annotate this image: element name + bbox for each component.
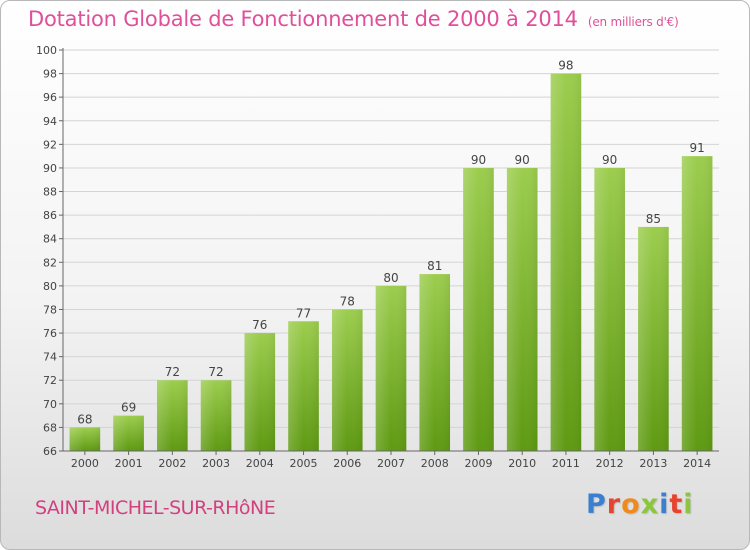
- x-tick-label-2010: 2010: [508, 457, 536, 470]
- logo-letter: r: [606, 489, 622, 520]
- y-tick-label: 78: [43, 303, 57, 316]
- data-label-2000: 68: [77, 412, 92, 426]
- data-label-2014: 91: [689, 141, 704, 155]
- chart-title-text: Dotation Globale de Fonctionnement de 20…: [28, 7, 578, 31]
- x-tick-label-2003: 2003: [202, 457, 230, 470]
- logo-letter: x: [640, 489, 660, 520]
- x-tick-label-2001: 2001: [115, 457, 143, 470]
- chart-title: Dotation Globale de Fonctionnement de 20…: [28, 7, 679, 31]
- y-tick-label: 72: [43, 374, 57, 387]
- y-tick-label: 68: [43, 421, 57, 434]
- logo-letter: P: [586, 489, 607, 520]
- data-label-2013: 85: [646, 212, 661, 226]
- data-label-2012: 90: [602, 153, 617, 167]
- y-tick-label: 96: [43, 91, 57, 104]
- data-label-2001: 69: [121, 401, 136, 415]
- x-tick-label-2000: 2000: [71, 457, 99, 470]
- logo-letter: o: [621, 489, 641, 520]
- y-tick-label: 92: [43, 138, 57, 151]
- y-tick-label: 76: [43, 327, 57, 340]
- y-tick-label: 84: [43, 233, 57, 246]
- data-label-2011: 98: [558, 59, 573, 73]
- y-tick-label: 94: [43, 115, 57, 128]
- logo-letter: i: [659, 489, 670, 520]
- x-tick-label-2006: 2006: [333, 457, 361, 470]
- x-tick-label-2002: 2002: [158, 457, 186, 470]
- data-label-2002: 72: [165, 365, 180, 379]
- data-label-2003: 72: [208, 365, 223, 379]
- data-label-2006: 78: [340, 294, 355, 308]
- x-tick-label-2014: 2014: [683, 457, 711, 470]
- y-tick-label: 80: [43, 280, 57, 293]
- x-tick-label-2004: 2004: [246, 457, 274, 470]
- data-label-2007: 80: [383, 271, 398, 285]
- x-tick-label-2012: 2012: [596, 457, 624, 470]
- proxiti-logo: Proxiti: [586, 489, 694, 520]
- x-tick-label-2007: 2007: [377, 457, 405, 470]
- y-tick-label: 90: [43, 162, 57, 175]
- data-label-2008: 81: [427, 259, 442, 273]
- data-label-2004: 76: [252, 318, 267, 332]
- logo-letter: i: [683, 489, 694, 520]
- chart-unit: (en milliers d'€): [587, 15, 679, 29]
- logo-letter: t: [669, 489, 684, 520]
- y-tick-label: 100: [36, 44, 57, 57]
- x-tick-label-2005: 2005: [290, 457, 318, 470]
- y-tick-label: 82: [43, 256, 57, 269]
- x-tick-label-2013: 2013: [639, 457, 667, 470]
- data-label-2005: 77: [296, 306, 311, 320]
- y-tick-label: 66: [43, 445, 57, 458]
- x-tick-label-2011: 2011: [552, 457, 580, 470]
- y-tick-label: 98: [43, 68, 57, 81]
- y-tick-label: 86: [43, 209, 57, 222]
- y-tick-label: 74: [43, 351, 57, 364]
- y-tick-label: 70: [43, 398, 57, 411]
- x-tick-label-2009: 2009: [464, 457, 492, 470]
- data-label-2010: 90: [515, 153, 530, 167]
- commune-name: SAINT-MICHEL-SUR-RHôNE: [35, 497, 276, 519]
- data-label-2009: 90: [471, 153, 486, 167]
- y-tick-label: 88: [43, 186, 57, 199]
- x-tick-label-2008: 2008: [421, 457, 449, 470]
